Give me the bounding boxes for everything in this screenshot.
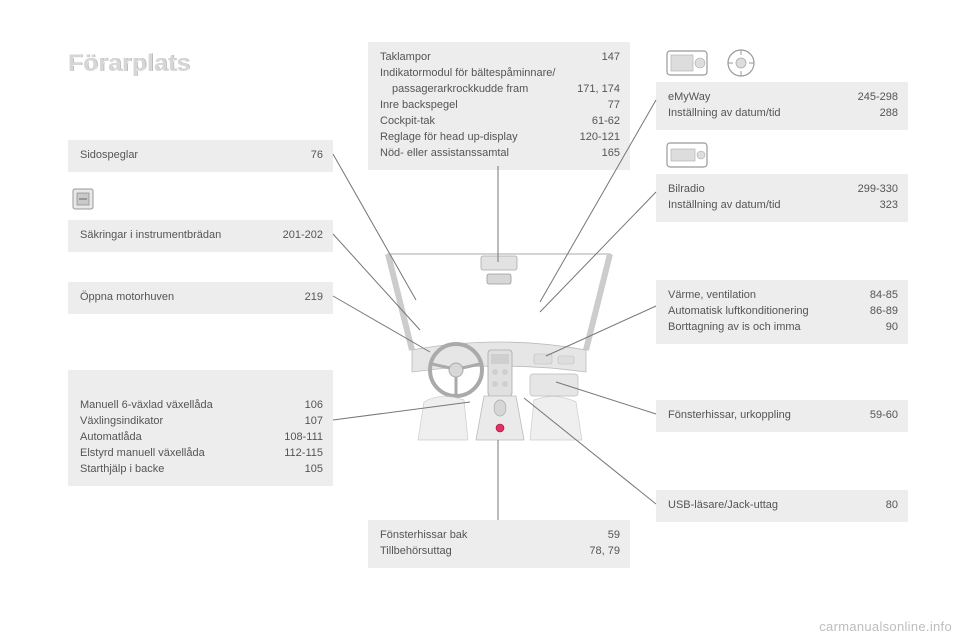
box-climate: Värme, ventilation84-85Automatisk luftko… — [656, 280, 908, 344]
info-page: 108-111 — [284, 430, 323, 446]
info-row: Värme, ventilation 84-85 — [668, 288, 898, 304]
info-label: Nöd- eller assistanssamtal — [380, 146, 590, 162]
box-windows-rear: Fönsterhissar bak 59 Tillbehörsuttag 78, 79 — [368, 520, 630, 568]
info-page: 165 — [602, 146, 620, 162]
info-page: 86-89 — [870, 304, 898, 320]
info-label: Inställning av datum/tid — [668, 198, 868, 214]
info-page: 61-62 — [592, 114, 620, 130]
info-row: Manuell 6-växlad växellåda 106 — [80, 398, 323, 414]
info-label: passagerarkrockkudde fram — [380, 82, 565, 98]
info-label: Manuell 6-växlad växellåda — [80, 398, 293, 414]
info-label: Starthjälp i backe — [80, 462, 293, 478]
info-label: Fönsterhissar, urkoppling — [668, 408, 858, 424]
info-label: Automatlåda — [80, 430, 272, 446]
info-row: Inställning av datum/tid 288 — [668, 106, 898, 122]
page-title: Förarplats — [68, 50, 190, 78]
info-page: 105 — [305, 462, 323, 478]
info-label: Tillbehörsuttag — [380, 544, 577, 560]
info-page: 147 — [602, 50, 620, 66]
info-page: 76 — [311, 148, 323, 164]
info-label: Taklampor — [380, 50, 590, 66]
info-row: Starthjälp i backe 105 — [80, 462, 323, 478]
info-label: Växlingsindikator — [80, 414, 293, 430]
info-page: 78, 79 — [589, 544, 620, 560]
box-mirrors: Sidospeglar 76 — [68, 140, 333, 172]
info-page: 59 — [608, 528, 620, 544]
info-label: Inre backspegel — [380, 98, 596, 114]
info-page: 107 — [305, 414, 323, 430]
info-page: 80 — [886, 498, 898, 514]
info-row: Fönsterhissar bak 59 — [380, 528, 620, 544]
box-gearbox: Manuell 6-växlad växellåda106Växlingsind… — [68, 370, 333, 486]
info-page: 84-85 — [870, 288, 898, 304]
info-row: eMyWay 245-298 — [668, 90, 898, 106]
box-radio: Bilradio 299-330Inställning av datum/tid 3… — [656, 174, 908, 222]
info-row: Öppna motorhuven 219 — [80, 290, 323, 306]
info-row: Cockpit-tak 61-62 — [380, 114, 620, 130]
info-page: 120-121 — [580, 130, 620, 146]
info-label: eMyWay — [668, 90, 846, 106]
info-row: Reglage för head up-display 120-121 — [380, 130, 620, 146]
info-row: Automatisk luftkonditionering 86-89 — [668, 304, 898, 320]
radio-icon-holder — [666, 142, 708, 168]
info-page: 219 — [305, 290, 323, 306]
info-label: Inställning av datum/tid — [668, 106, 868, 122]
info-page: 171, 174 — [577, 82, 620, 98]
info-page: 201-202 — [283, 228, 323, 244]
info-row: Sidospeglar 76 — [80, 148, 323, 164]
info-row: Växlingsindikator 107 — [80, 414, 323, 430]
box-usb: USB-läsare/Jack-uttag 80 — [656, 490, 908, 522]
info-page: 77 — [608, 98, 620, 114]
info-page: 112-115 — [284, 446, 323, 462]
head-unit-icon-a — [666, 50, 708, 76]
nav-dial-icon — [726, 48, 756, 78]
info-label: Fönsterhissar bak — [380, 528, 596, 544]
info-label: Bilradio — [668, 182, 846, 198]
info-label: Säkringar i instrumentbrädan — [80, 228, 271, 244]
info-row: Automatlåda 108-111 — [80, 430, 323, 446]
box-emyway: eMyWay 245-298Inställning av datum/tid 288 — [656, 82, 908, 130]
info-row: Bilradio 299-330 — [668, 182, 898, 198]
box-bonnet: Öppna motorhuven 219 — [68, 282, 333, 314]
info-label: USB-läsare/Jack-uttag — [668, 498, 874, 514]
info-label: Borttagning av is och imma — [668, 320, 874, 336]
box-ceiling: Taklampor 147Indikatormodul för bältespåm… — [368, 42, 630, 170]
dashboard-illustration — [378, 242, 620, 442]
info-page: 323 — [880, 198, 898, 214]
info-row: Tillbehörsuttag 78, 79 — [380, 544, 620, 560]
info-row: Elstyrd manuell växellåda 112-115 — [80, 446, 323, 462]
audio-icons — [666, 48, 756, 78]
info-label: Automatisk luftkonditionering — [668, 304, 858, 320]
info-row: Inre backspegel 77 — [380, 98, 620, 114]
info-label: Sidospeglar — [80, 148, 299, 164]
info-page: 288 — [880, 106, 898, 122]
info-row: Fönsterhissar, urkoppling 59-60 — [668, 408, 898, 424]
info-label: Indikatormodul för bältespåminnare/ — [380, 66, 608, 82]
info-row: Indikatormodul för bältespåminnare/ — [380, 66, 620, 82]
info-page: 59-60 — [870, 408, 898, 424]
info-label: Cockpit-tak — [380, 114, 580, 130]
info-label: Reglage för head up-display — [380, 130, 568, 146]
fuse-icon — [72, 188, 94, 210]
info-page: 245-298 — [858, 90, 898, 106]
info-row: Säkringar i instrumentbrädan 201-202 — [80, 228, 323, 244]
box-windows-front: Fönsterhissar, urkoppling 59-60 — [656, 400, 908, 432]
info-row: USB-läsare/Jack-uttag 80 — [668, 498, 898, 514]
info-row: passagerarkrockkudde fram 171, 174 — [380, 82, 620, 98]
info-label: Elstyrd manuell växellåda — [80, 446, 272, 462]
info-row: Nöd- eller assistanssamtal 165 — [380, 146, 620, 162]
head-unit-icon-b — [666, 142, 708, 168]
info-row: Borttagning av is och imma 90 — [668, 320, 898, 336]
info-page: 299-330 — [858, 182, 898, 198]
info-row: Inställning av datum/tid 323 — [668, 198, 898, 214]
info-page: 90 — [886, 320, 898, 336]
box-fuses: Säkringar i instrumentbrädan 201-202 — [68, 220, 333, 252]
info-label: Öppna motorhuven — [80, 290, 293, 306]
watermark: carmanualsonline.info — [819, 619, 952, 634]
info-label: Värme, ventilation — [668, 288, 858, 304]
info-row: Taklampor 147 — [380, 50, 620, 66]
info-page: 106 — [305, 398, 323, 414]
